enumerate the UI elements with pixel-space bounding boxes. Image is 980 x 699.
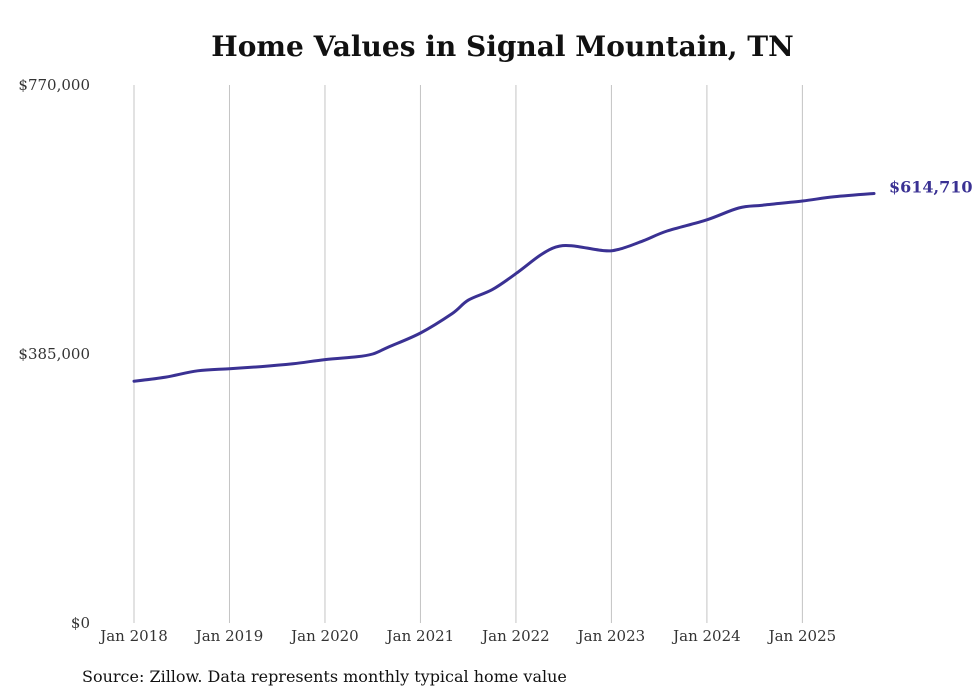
x-tick-label: Jan 2022 <box>480 627 550 645</box>
series-line <box>132 192 876 383</box>
x-tick-label: Jan 2020 <box>289 627 359 645</box>
y-tick-label: $0 <box>71 614 90 632</box>
y-tick-label: $770,000 <box>18 76 90 94</box>
grid-lines <box>133 85 803 623</box>
series-group: $614,710 <box>132 178 973 383</box>
x-tick-label: Jan 2021 <box>385 627 455 645</box>
chart-title: Home Values in Signal Mountain, TN <box>211 30 794 63</box>
y-tick-label: $385,000 <box>18 345 90 363</box>
x-tick-label: Jan 2024 <box>671 627 741 645</box>
x-tick-label: Jan 2018 <box>98 627 168 645</box>
x-tick-label: Jan 2019 <box>194 627 264 645</box>
x-tick-label: Jan 2025 <box>767 627 837 645</box>
x-axis: Jan 2018 Jan 2019 Jan 2020 Jan 2021 Jan 2022… <box>98 627 836 645</box>
y-axis: $770,000 $385,000 $0 <box>18 76 90 632</box>
end-value-label: $614,710 <box>889 178 973 197</box>
x-tick-label: Jan 2023 <box>576 627 646 645</box>
source-note: Source: Zillow. Data represents monthly … <box>82 667 567 686</box>
